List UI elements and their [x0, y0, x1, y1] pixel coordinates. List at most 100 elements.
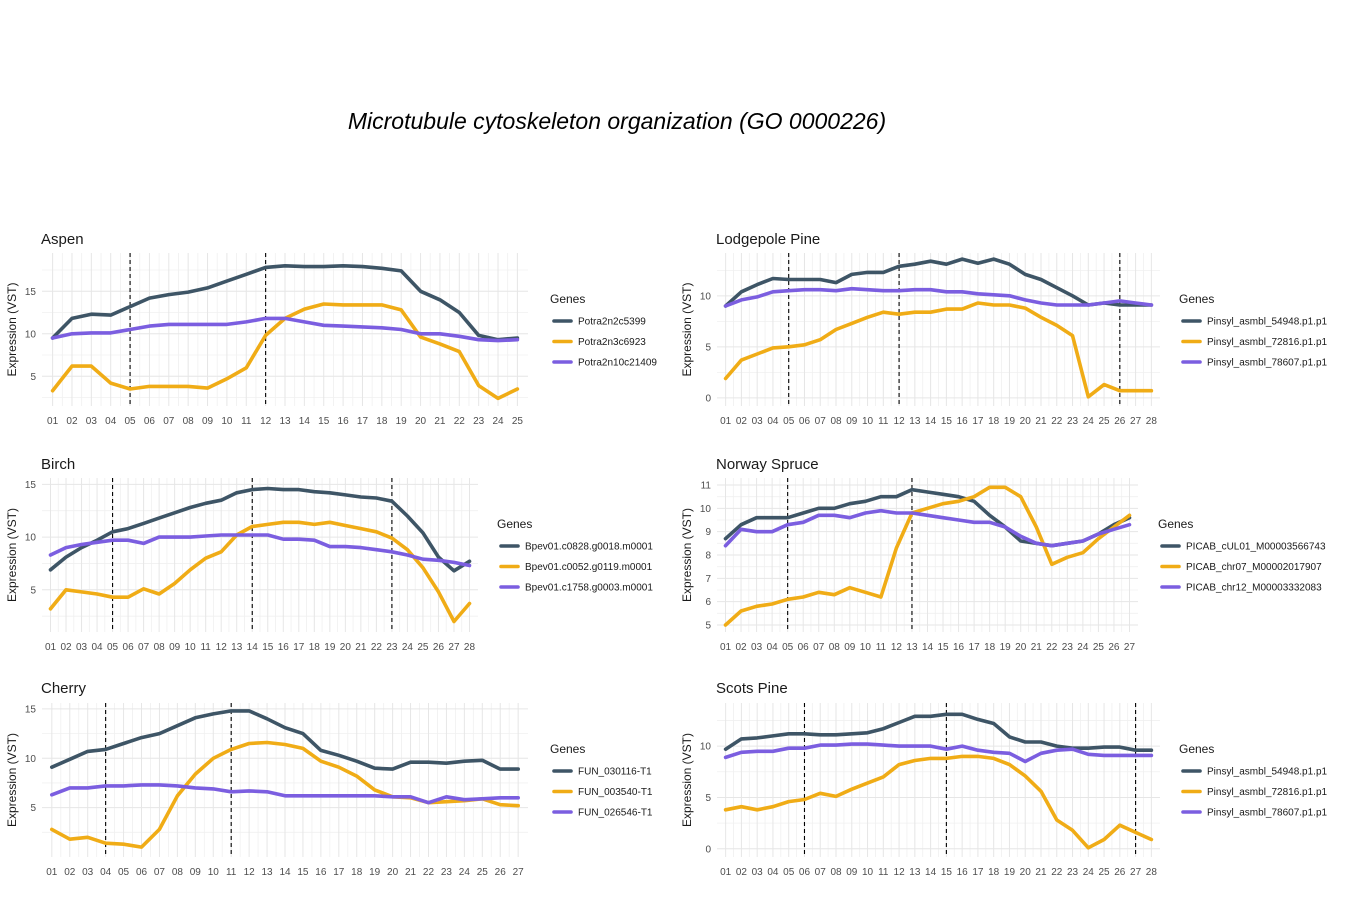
- legend-entry: Pinsyl_asmbl_78607.p1.p1: [1207, 808, 1328, 819]
- x-tick-label: 21: [434, 416, 446, 427]
- x-tick-label: 27: [1124, 642, 1136, 653]
- x-tick-label: 08: [154, 642, 166, 653]
- x-tick-label: 12: [894, 416, 906, 427]
- x-tick-label: 04: [767, 867, 779, 878]
- x-tick-label: 27: [1130, 867, 1142, 878]
- x-tick-label: 03: [86, 416, 98, 427]
- legend-title: Genes: [497, 517, 532, 531]
- legend-entry: Pinsyl_asmbl_78607.p1.p1: [1207, 358, 1328, 369]
- x-tick-label: 27: [1130, 416, 1142, 427]
- x-tick-label: 09: [846, 416, 858, 427]
- x-tick-label: 20: [1020, 416, 1032, 427]
- x-tick-label: 15: [297, 867, 309, 878]
- series-line-0: [48, 486, 472, 573]
- x-tick-label: 15: [318, 416, 330, 427]
- x-tick-label: 21: [355, 642, 367, 653]
- x-tick-label: 26: [1108, 642, 1120, 653]
- x-tick-label: 15: [937, 642, 949, 653]
- x-tick-label: 23: [441, 867, 453, 878]
- x-tick-label: 01: [47, 416, 59, 427]
- x-tick-label: 24: [1083, 867, 1095, 878]
- series-line-2: [48, 533, 472, 568]
- x-tick-label: 03: [751, 642, 763, 653]
- y-axis-label: Expression (VST): [680, 733, 694, 827]
- x-tick-label: 03: [76, 642, 88, 653]
- x-tick-label: 20: [415, 416, 427, 427]
- y-tick-label: 6: [705, 597, 711, 608]
- y-axis-label: Expression (VST): [680, 282, 694, 376]
- y-tick-label: 10: [700, 742, 712, 753]
- x-tick-label: 16: [338, 416, 350, 427]
- x-tick-label: 17: [293, 642, 305, 653]
- x-tick-label: 13: [279, 416, 291, 427]
- x-tick-label: 09: [844, 642, 856, 653]
- x-tick-label: 24: [492, 416, 504, 427]
- legend-title: Genes: [550, 742, 585, 756]
- x-tick-label: 08: [829, 642, 841, 653]
- x-tick-label: 12: [891, 642, 903, 653]
- x-tick-label: 18: [376, 416, 388, 427]
- x-tick-label: 27: [513, 867, 525, 878]
- series-line-2: [723, 508, 1132, 548]
- series-line-1: [723, 485, 1132, 627]
- y-tick-label: 5: [30, 372, 36, 383]
- panel-title: Lodgepole Pine: [716, 231, 820, 248]
- x-tick-label: 05: [783, 867, 795, 878]
- x-tick-label: 14: [299, 416, 311, 427]
- x-tick-label: 16: [953, 642, 965, 653]
- x-tick-label: 16: [278, 642, 290, 653]
- y-tick-label: 10: [25, 329, 37, 340]
- x-tick-label: 01: [720, 416, 732, 427]
- x-tick-label: 07: [813, 642, 825, 653]
- series-line-1: [49, 740, 521, 849]
- x-tick-label: 26: [1114, 867, 1126, 878]
- x-tick-label: 08: [830, 867, 842, 878]
- x-tick-label: 18: [309, 642, 321, 653]
- x-tick-label: 11: [878, 867, 889, 878]
- x-tick-label: 14: [925, 867, 937, 878]
- chart-panel-4: Cherry 5 10 15 01 02 03 04 05 06 07 08 09 10 11 12 13 14 1…: [5, 680, 653, 878]
- x-tick-label: 12: [216, 642, 228, 653]
- x-tick-label: 02: [736, 416, 748, 427]
- x-tick-label: 04: [91, 642, 103, 653]
- x-tick-label: 10: [208, 867, 220, 878]
- x-tick-label: 21: [1035, 867, 1047, 878]
- x-tick-label: 17: [972, 867, 984, 878]
- x-tick-label: 11: [226, 867, 237, 878]
- series-line-2: [723, 742, 1154, 764]
- x-tick-label: 23: [1067, 416, 1079, 427]
- series-line-2: [723, 286, 1154, 308]
- x-tick-label: 09: [846, 867, 858, 878]
- x-tick-label: 25: [417, 642, 429, 653]
- legend-entry: Potra2n10c21409: [578, 358, 657, 369]
- x-tick-label: 21: [1035, 416, 1047, 427]
- x-tick-label: 05: [107, 642, 119, 653]
- x-tick-label: 20: [387, 867, 399, 878]
- x-tick-label: 05: [125, 416, 137, 427]
- x-tick-label: 14: [925, 416, 937, 427]
- panel-title: Birch: [41, 456, 75, 473]
- y-tick-label: 8: [705, 551, 711, 562]
- y-tick-label: 5: [705, 793, 711, 804]
- y-tick-label: 10: [25, 533, 37, 544]
- x-tick-label: 12: [894, 867, 906, 878]
- x-tick-label: 02: [60, 642, 72, 653]
- y-tick-label: 5: [705, 342, 711, 353]
- x-tick-label: 22: [1051, 867, 1063, 878]
- x-tick-label: 19: [369, 867, 381, 878]
- x-tick-label: 01: [720, 867, 732, 878]
- x-tick-label: 24: [1077, 642, 1089, 653]
- legend-title: Genes: [550, 292, 585, 306]
- series-line-1: [723, 301, 1154, 399]
- x-tick-label: 05: [118, 867, 130, 878]
- x-tick-label: 27: [448, 642, 460, 653]
- y-axis-label: Expression (VST): [5, 508, 19, 602]
- legend-entry: PICAB_chr12_M00003332083: [1186, 583, 1322, 594]
- legend-entry: Pinsyl_asmbl_54948.p1.p1: [1207, 767, 1328, 778]
- y-tick-label: 0: [705, 844, 711, 855]
- page-title: Microtubule cytoskeleton organization (G…: [347, 108, 887, 134]
- panel-title: Scots Pine: [716, 680, 788, 697]
- x-tick-label: 21: [405, 867, 417, 878]
- chart-panel-0: Aspen 5 10 15 01 02 03 04 05 06 07 08 09 10 11 12 13 14 15…: [5, 231, 657, 427]
